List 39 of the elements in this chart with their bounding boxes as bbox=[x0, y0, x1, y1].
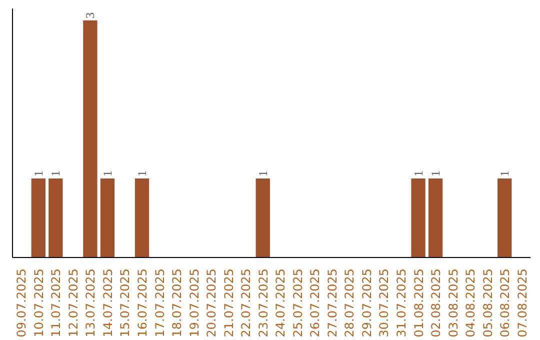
x-tick-label: 25.07.2025 bbox=[290, 268, 305, 338]
x-tick-label: 02.08.2025 bbox=[429, 268, 444, 338]
x-tick-label: 12.07.2025 bbox=[66, 268, 80, 338]
x-tick-label: 26.07.2025 bbox=[308, 268, 322, 338]
x-tick-label: 23.07.2025 bbox=[256, 268, 270, 338]
data-label: 1 bbox=[31, 170, 46, 176]
x-tick-label: 15.07.2025 bbox=[118, 268, 132, 338]
data-label: 1 bbox=[48, 170, 63, 176]
x-tick-label: 24.07.2025 bbox=[274, 268, 288, 338]
data-label: 3 bbox=[83, 12, 98, 18]
x-tick-label: 29.07.2025 bbox=[360, 268, 374, 338]
data-label: 1 bbox=[411, 170, 426, 176]
x-tick-label: 27.07.2025 bbox=[325, 268, 340, 338]
x-tick-label: 18.07.2025 bbox=[170, 268, 184, 338]
data-label: 1 bbox=[256, 170, 270, 176]
x-tick-label: 28.07.2025 bbox=[342, 268, 357, 338]
x-tick-label: 01.08.2025 bbox=[412, 268, 426, 338]
x-tick-label: 10.07.2025 bbox=[32, 268, 46, 338]
x-tick-label: 05.08.2025 bbox=[480, 268, 495, 338]
x-tick-label: 04.08.2025 bbox=[464, 268, 478, 338]
x-tick-label: 20.07.2025 bbox=[204, 268, 219, 338]
x-tick-label: 22.07.2025 bbox=[239, 268, 254, 338]
x-tick-label: 03.08.2025 bbox=[446, 268, 460, 338]
x-tick-label: 17.07.2025 bbox=[152, 268, 167, 338]
data-label: 1 bbox=[498, 170, 512, 176]
x-tick-label: 07.08.2025 bbox=[515, 268, 530, 338]
x-tick-label: 14.07.2025 bbox=[100, 268, 115, 338]
data-label: 1 bbox=[428, 170, 443, 176]
x-tick-label: 06.08.2025 bbox=[498, 268, 512, 338]
x-tick-label: 30.07.2025 bbox=[377, 268, 392, 338]
data-label: 1 bbox=[135, 170, 149, 176]
x-tick-label: 11.07.2025 bbox=[49, 268, 64, 338]
x-tick-label: 21.07.2025 bbox=[222, 268, 236, 338]
x-tick-label: 13.07.2025 bbox=[84, 268, 98, 338]
x-tick-label: 16.07.2025 bbox=[136, 268, 150, 338]
data-label: 1 bbox=[100, 170, 114, 176]
x-tick-label: 19.07.2025 bbox=[187, 268, 202, 338]
x-tick-label: 31.07.2025 bbox=[394, 268, 408, 338]
x-tick-label: 09.07.2025 bbox=[14, 268, 29, 338]
